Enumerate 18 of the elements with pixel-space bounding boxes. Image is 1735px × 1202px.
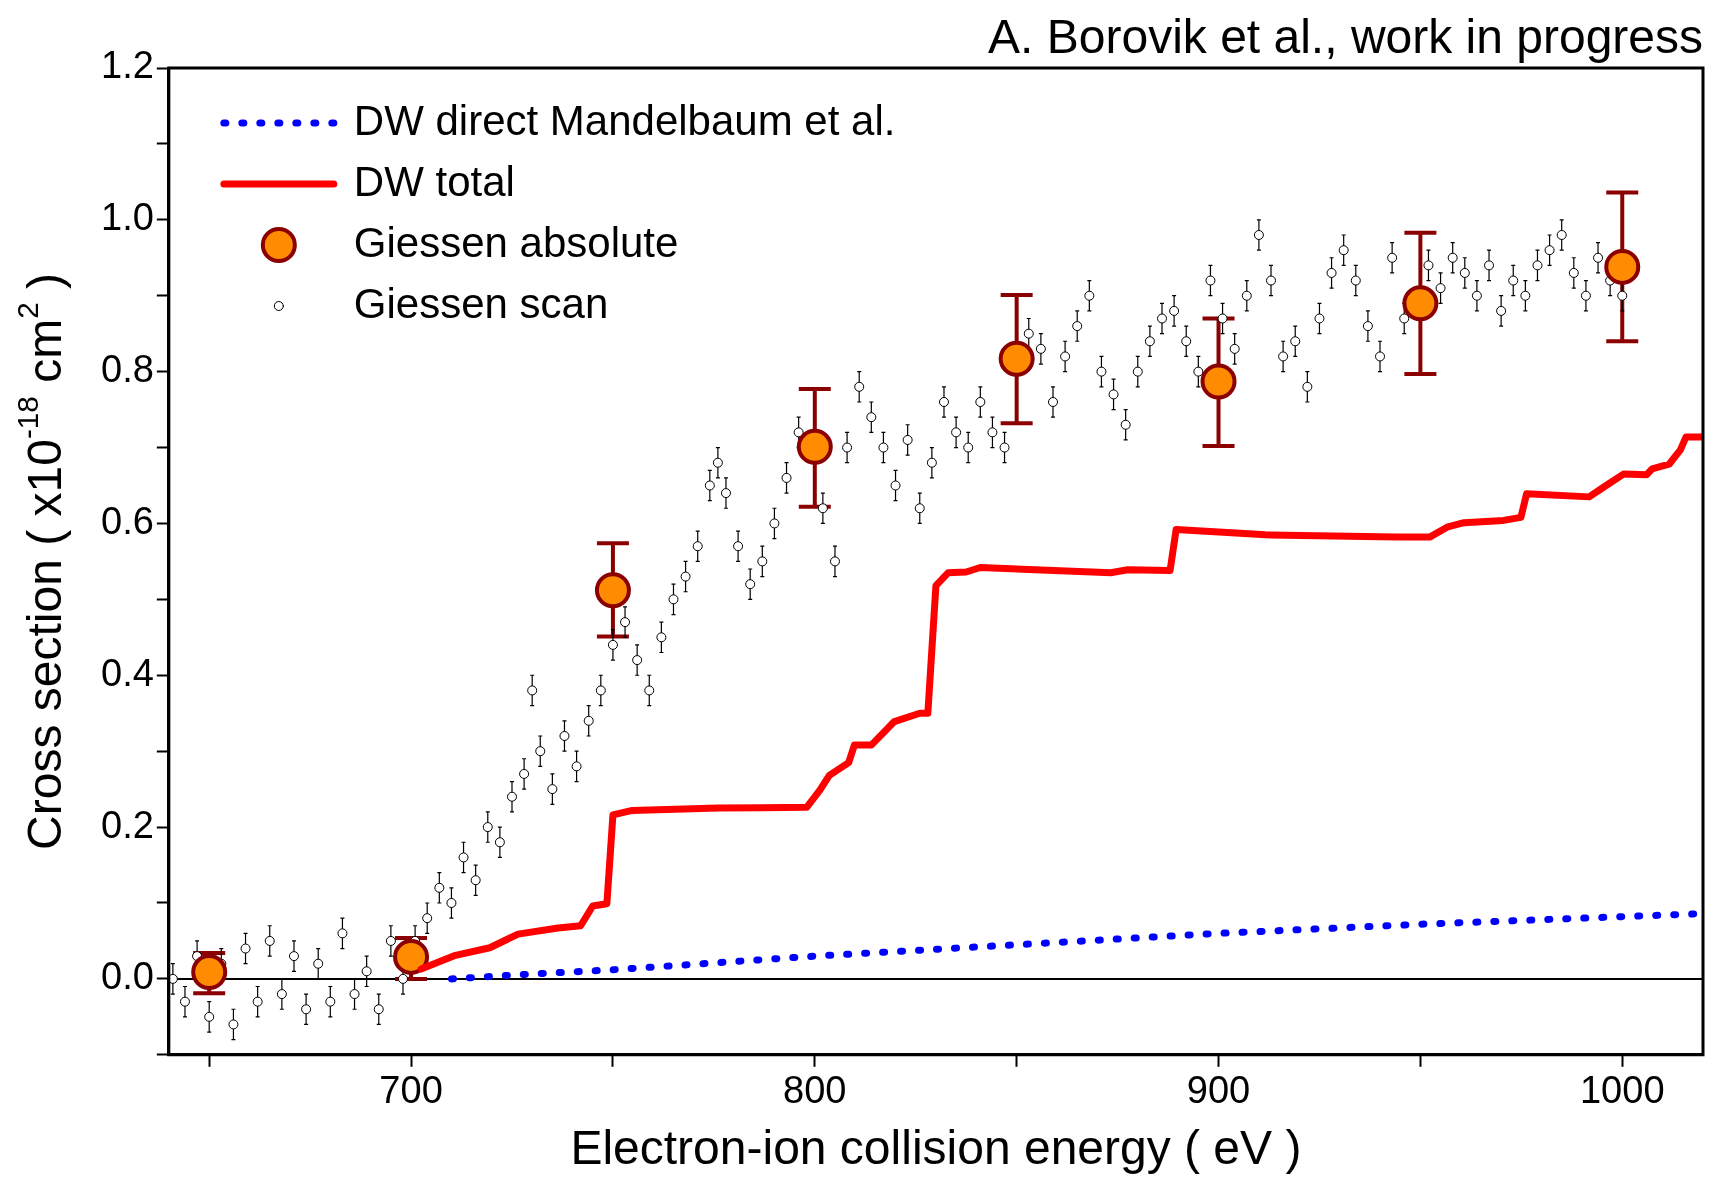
- y-tick-label: 0.4: [101, 651, 154, 694]
- y-axis-title: Cross section ( x10-18 cm2 ): [10, 272, 72, 850]
- y-tick-label: 0.8: [101, 348, 154, 391]
- y-tick-label: 0.6: [101, 499, 154, 542]
- legend-label: Giessen absolute: [353, 218, 679, 266]
- x-tick-label: 700: [379, 1069, 443, 1112]
- legend-label: DW direct Mandelbaum et al.: [353, 96, 896, 144]
- legend-label: DW total: [353, 157, 515, 205]
- y-tick-label: 0.2: [101, 803, 154, 846]
- y-tick-label: 0.0: [101, 955, 154, 998]
- x-axis-title: Electron-ion collision energy ( eV ): [570, 1121, 1302, 1175]
- x-tick-label: 900: [1186, 1069, 1251, 1112]
- x-tick-label: 800: [783, 1069, 847, 1112]
- legend-label: Giessen scan: [353, 279, 609, 327]
- y-tick-label: 1.0: [101, 196, 154, 239]
- text: A. Borovik et al., work in progress: [988, 10, 1703, 64]
- x-tick-label: 1000: [1579, 1069, 1665, 1112]
- y-tick-label: 1.2: [101, 44, 154, 87]
